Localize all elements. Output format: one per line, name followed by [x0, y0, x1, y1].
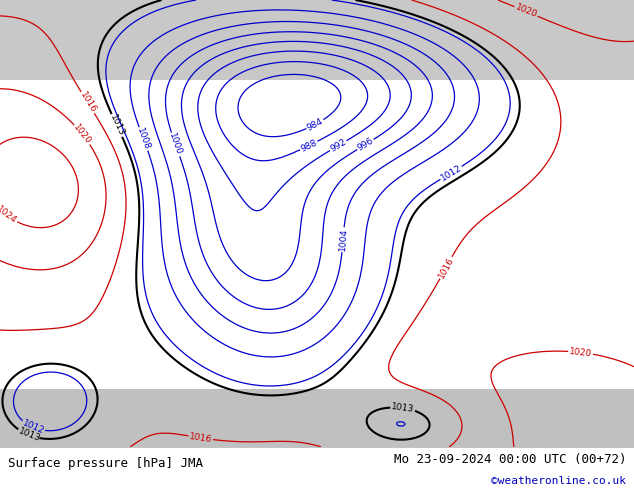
Bar [0, 0, 634, 80]
Text: 992: 992 [328, 137, 348, 154]
Text: 1012: 1012 [439, 163, 463, 183]
Text: 1020: 1020 [514, 3, 538, 20]
Text: 1024: 1024 [0, 204, 18, 225]
Text: ©weatheronline.co.uk: ©weatheronline.co.uk [491, 475, 626, 486]
Bar [0, 389, 634, 447]
Text: 1004: 1004 [337, 228, 349, 251]
Text: 984: 984 [306, 117, 325, 132]
Text: 1016: 1016 [78, 91, 98, 115]
Text: 1013: 1013 [108, 113, 126, 138]
Text: 996: 996 [356, 136, 375, 153]
Text: 1016: 1016 [189, 432, 213, 444]
Text: 1013: 1013 [17, 427, 42, 443]
Text: 1016: 1016 [436, 255, 455, 280]
Text: 1000: 1000 [167, 132, 184, 157]
Text: 1012: 1012 [21, 419, 45, 436]
Text: 1008: 1008 [135, 126, 152, 151]
Text: Surface pressure [hPa] JMA: Surface pressure [hPa] JMA [8, 457, 203, 470]
Text: 1020: 1020 [72, 122, 93, 146]
Text: 1013: 1013 [391, 402, 415, 414]
Text: 1020: 1020 [569, 347, 593, 358]
Text: 988: 988 [299, 138, 318, 153]
Text: Mo 23-09-2024 00:00 UTC (00+72): Mo 23-09-2024 00:00 UTC (00+72) [394, 453, 626, 466]
